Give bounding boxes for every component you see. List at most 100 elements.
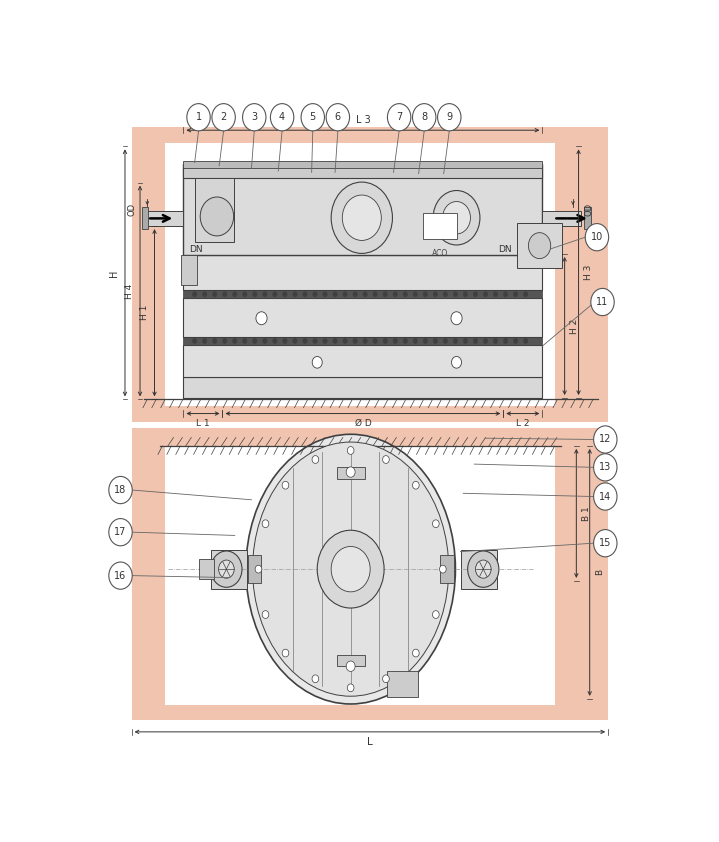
Text: B 1: B 1 [582,506,591,520]
Circle shape [503,291,508,297]
Circle shape [443,338,448,344]
Circle shape [594,426,617,453]
Circle shape [211,551,242,588]
Circle shape [262,338,267,344]
Bar [183,345,542,377]
Bar [183,377,542,398]
Circle shape [413,649,419,657]
Ellipse shape [252,442,449,696]
Circle shape [242,338,247,344]
Circle shape [523,291,528,297]
Circle shape [475,560,491,578]
Circle shape [463,338,467,344]
Text: 8: 8 [421,112,427,122]
Circle shape [252,338,257,344]
Circle shape [303,291,307,297]
Text: 14: 14 [599,492,611,502]
Circle shape [528,232,551,258]
Text: DN: DN [498,245,511,254]
Circle shape [323,291,327,297]
Circle shape [439,565,446,573]
Circle shape [109,562,132,589]
Text: 6: 6 [335,112,341,122]
Circle shape [213,338,217,344]
Circle shape [255,565,262,573]
Circle shape [301,104,324,131]
Circle shape [453,338,457,344]
Text: L 3: L 3 [355,115,370,125]
Circle shape [232,291,237,297]
Circle shape [347,661,355,671]
Bar [388,671,418,697]
Text: 11: 11 [596,297,609,307]
Text: DN: DN [189,245,203,254]
Bar [247,555,261,584]
Circle shape [203,291,207,297]
Circle shape [109,477,132,504]
Circle shape [333,291,337,297]
Text: 17: 17 [114,527,127,537]
Text: B: B [595,569,604,575]
Circle shape [413,482,419,489]
Circle shape [203,338,207,344]
Circle shape [331,546,370,592]
Circle shape [513,291,518,297]
Circle shape [388,104,411,131]
Circle shape [262,291,267,297]
Circle shape [283,338,287,344]
Circle shape [594,483,617,510]
Text: 12: 12 [599,434,611,445]
Circle shape [413,338,418,344]
Circle shape [413,104,436,131]
Circle shape [463,291,467,297]
Circle shape [270,104,294,131]
Circle shape [433,610,439,618]
Bar [336,466,365,478]
Text: 15: 15 [599,538,611,548]
Circle shape [317,530,384,608]
Bar [180,255,198,285]
Bar [132,127,608,422]
Circle shape [493,291,498,297]
Text: Ø D: Ø D [354,418,371,428]
Bar [183,164,542,178]
Circle shape [353,338,357,344]
Bar [183,162,542,168]
Circle shape [283,291,287,297]
Circle shape [383,338,388,344]
Circle shape [213,291,217,297]
Circle shape [262,610,269,618]
Bar [183,164,542,254]
Circle shape [433,520,439,528]
Circle shape [594,530,617,557]
Text: H 3: H 3 [584,264,593,280]
Text: 16: 16 [114,571,127,581]
Circle shape [312,456,319,463]
Circle shape [443,201,470,234]
Bar [183,298,542,337]
Circle shape [438,104,461,131]
Bar [183,337,542,345]
Circle shape [232,338,237,344]
Circle shape [523,338,528,344]
Circle shape [312,356,322,368]
Circle shape [433,291,438,297]
Text: 5: 5 [310,112,316,122]
Circle shape [473,338,477,344]
Bar [145,210,183,226]
Bar [198,559,214,578]
Bar [183,290,542,298]
Circle shape [222,338,227,344]
Circle shape [383,456,389,463]
Circle shape [342,195,381,241]
Circle shape [242,104,266,131]
Circle shape [343,291,347,297]
Bar [542,210,582,226]
Circle shape [193,338,197,344]
Circle shape [273,291,277,297]
Circle shape [293,338,297,344]
Bar [183,254,542,290]
Circle shape [483,338,487,344]
Circle shape [256,312,267,325]
Bar [584,207,591,229]
